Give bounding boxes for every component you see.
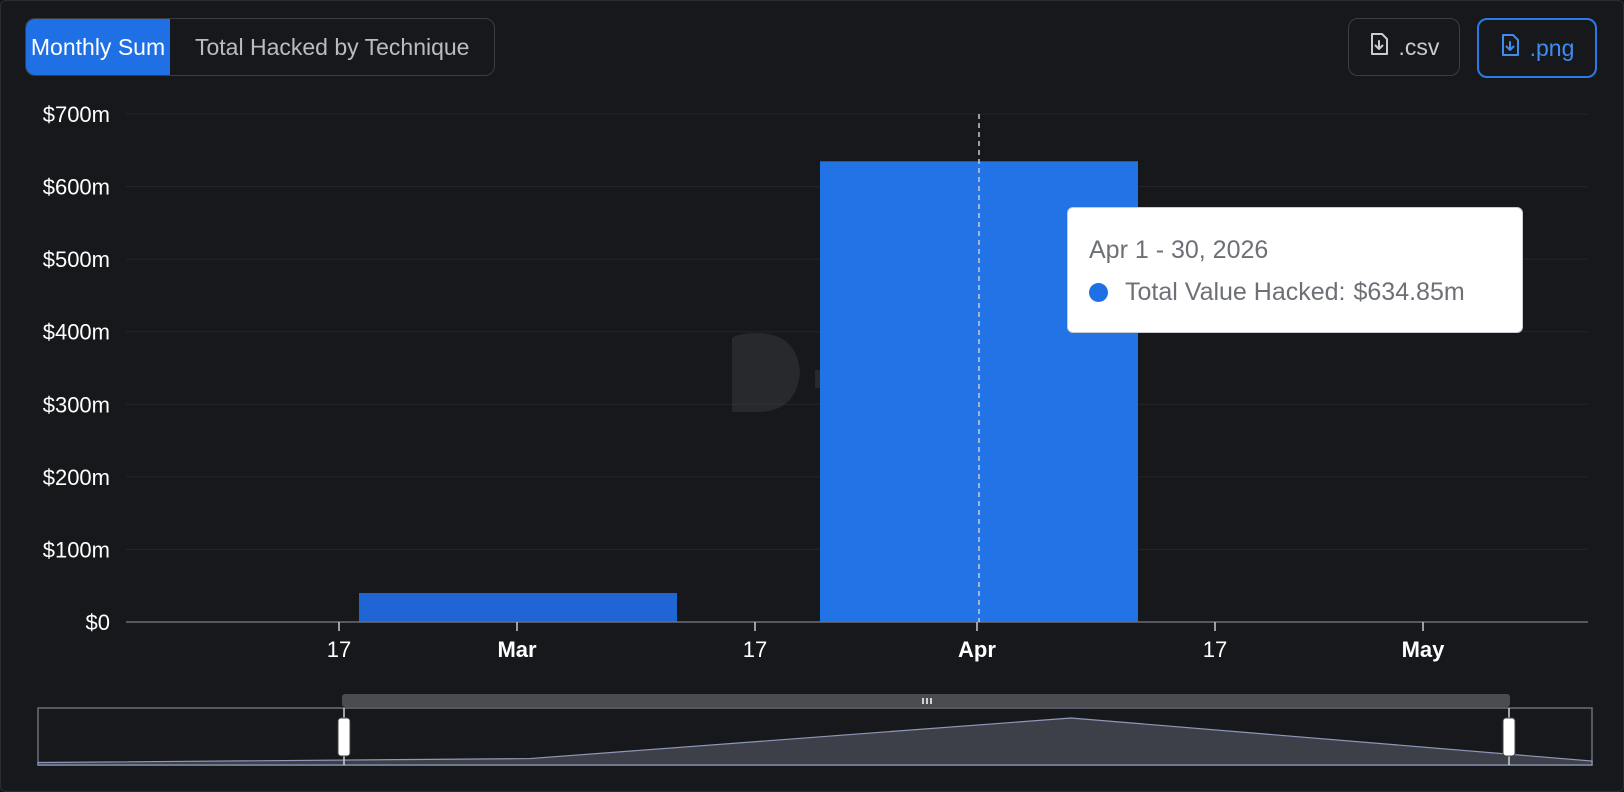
download-csv-label: .csv	[1398, 33, 1440, 60]
bar[interactable]	[359, 592, 677, 622]
range-navigator[interactable]	[37, 694, 1593, 766]
x-tick-label: Mar	[497, 637, 537, 662]
tab-total-hacked-by-technique[interactable]: Total Hacked by Technique	[195, 33, 470, 60]
x-tick-label: Apr	[958, 637, 996, 662]
y-tick-label: $600m	[43, 175, 110, 200]
y-tick-label: $700m	[43, 102, 110, 127]
y-tick-label: $0	[86, 610, 110, 635]
tab-monthly-sum[interactable]: Monthly Sum	[26, 19, 170, 75]
tooltip-value: $634.85m	[1353, 278, 1465, 306]
tooltip-series-row: Total Value Hacked: $634.85m	[1089, 278, 1465, 307]
tooltip-series-label: Total Value Hacked:	[1125, 278, 1346, 306]
navigator-scrollbar[interactable]	[342, 694, 1510, 707]
y-tick-label: $500m	[43, 247, 110, 272]
axes: $0 $100m $200m $300m $400m $500m $600m $700m 17 M…	[43, 102, 1588, 662]
navigator-right-handle[interactable]	[1502, 717, 1516, 757]
download-png-label: .png	[1529, 34, 1575, 61]
file-download-icon	[1500, 34, 1520, 62]
navigator-series-area	[37, 717, 1593, 766]
x-tick-label: 17	[327, 637, 351, 662]
x-tick-label: May	[1402, 637, 1446, 662]
download-png-button[interactable]: .png	[1477, 18, 1597, 78]
llama-logo-icon	[732, 333, 825, 412]
tooltip-date: Apr 1 - 30, 2026	[1089, 236, 1269, 264]
file-download-icon	[1369, 33, 1389, 61]
view-tabs: Monthly Sum Total Hacked by Technique	[25, 18, 496, 76]
y-tick-label: $200m	[43, 465, 110, 490]
navigator-left-handle[interactable]	[337, 717, 351, 757]
y-tick-label: $100m	[43, 537, 110, 562]
y-tick-label: $400m	[43, 320, 110, 345]
download-csv-button[interactable]: .csv	[1348, 18, 1460, 76]
x-tick-label: 17	[743, 637, 767, 662]
y-tick-label: $300m	[43, 392, 110, 417]
scrollbar-grip-icon	[922, 698, 932, 704]
chart-tooltip: Apr 1 - 30, 2026 Total Value Hacked: $63…	[1067, 207, 1523, 333]
x-tick-label: 17	[1203, 637, 1227, 662]
series-dot-icon	[1089, 283, 1108, 302]
